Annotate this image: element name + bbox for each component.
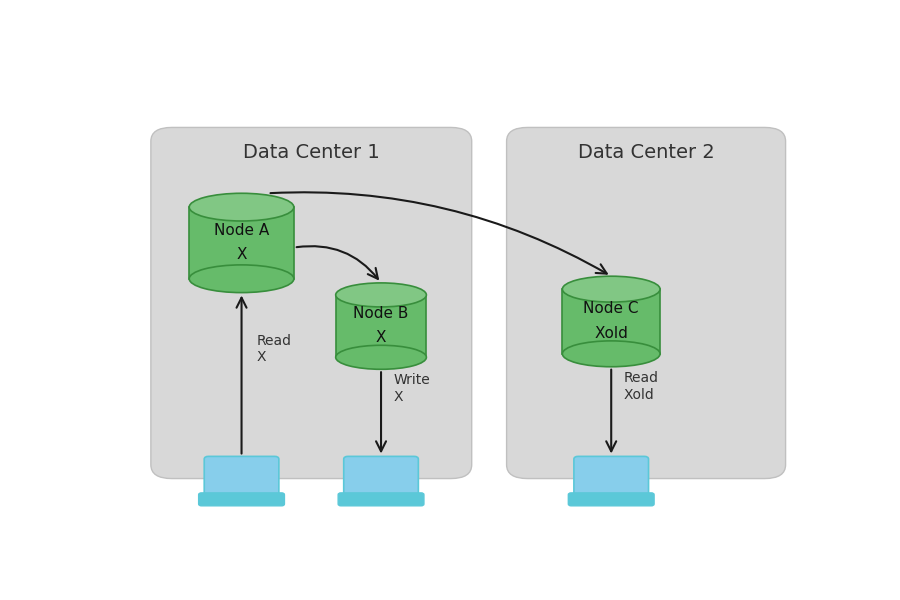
Text: Data Center 2: Data Center 2 (578, 143, 715, 163)
Bar (562, 289, 660, 354)
Text: Node B: Node B (354, 305, 409, 320)
FancyBboxPatch shape (151, 127, 472, 479)
Ellipse shape (336, 283, 427, 307)
FancyBboxPatch shape (204, 457, 279, 497)
FancyBboxPatch shape (568, 493, 654, 506)
Text: Node A: Node A (214, 223, 269, 238)
Text: Node C: Node C (583, 301, 639, 316)
FancyBboxPatch shape (344, 457, 418, 497)
Text: Data Center 1: Data Center 1 (243, 143, 380, 163)
Ellipse shape (562, 341, 660, 367)
Text: Write: Write (393, 373, 430, 387)
FancyBboxPatch shape (507, 127, 786, 479)
Text: X: X (256, 350, 266, 364)
Ellipse shape (189, 193, 293, 221)
Bar (336, 295, 427, 357)
Text: X: X (376, 330, 386, 345)
FancyBboxPatch shape (574, 457, 649, 497)
Ellipse shape (336, 345, 427, 369)
Ellipse shape (189, 265, 293, 293)
Text: X: X (393, 389, 403, 404)
Text: Xold: Xold (624, 388, 654, 402)
FancyBboxPatch shape (338, 493, 424, 506)
Text: Read: Read (624, 371, 659, 385)
FancyBboxPatch shape (199, 493, 284, 506)
Text: Xold: Xold (594, 326, 628, 341)
Bar (189, 207, 293, 279)
Text: X: X (237, 247, 247, 262)
Text: Read: Read (256, 334, 292, 348)
Ellipse shape (562, 276, 660, 302)
